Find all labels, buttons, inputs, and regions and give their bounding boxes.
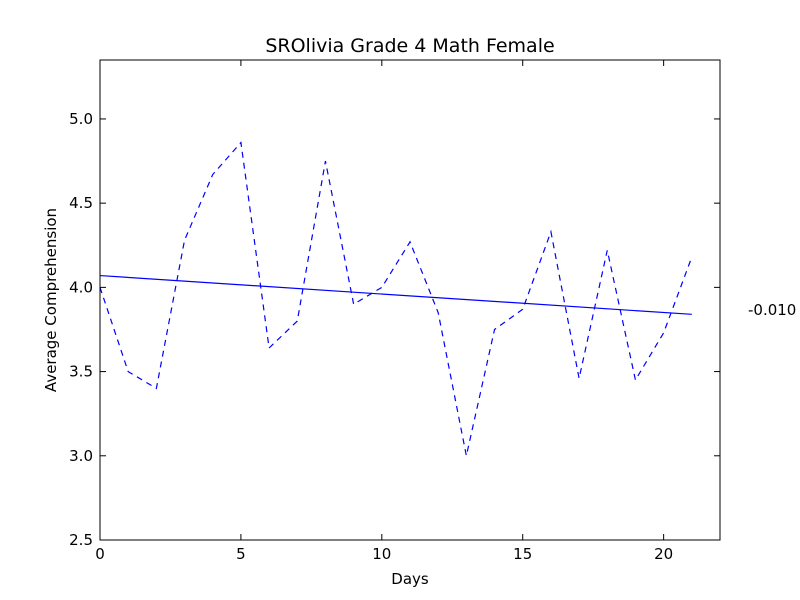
x-tick-label: 0 xyxy=(95,545,105,563)
x-tick-label: 10 xyxy=(372,545,391,563)
tick-layer: 0 5 10 15 20 2.5 3.0 3.5 4.0 4.5 5.0 xyxy=(69,60,720,563)
slope-annotation: -0.010 xyxy=(748,301,796,319)
daily-average-line xyxy=(99,141,693,456)
series-layer xyxy=(99,141,693,456)
plot-area xyxy=(100,60,720,540)
x-tick-label: 15 xyxy=(513,545,532,563)
y-tick-label: 5.0 xyxy=(69,110,93,128)
y-tick-label: 4.5 xyxy=(69,194,93,212)
y-tick-label: 3.0 xyxy=(69,447,93,465)
x-tick-label: 5 xyxy=(236,545,246,563)
x-tick-label: 20 xyxy=(654,545,673,563)
y-tick-label: 3.5 xyxy=(69,363,93,381)
x-axis-label: Days xyxy=(391,570,429,588)
y-tick-label: 4.0 xyxy=(69,278,93,296)
trend-line xyxy=(99,274,692,315)
plot-frame xyxy=(99,59,721,541)
y-tick-label: 2.5 xyxy=(69,531,93,549)
y-axis-label: Average Comprehension xyxy=(42,208,60,392)
chart-title: SROlivia Grade 4 Math Female xyxy=(265,35,554,57)
